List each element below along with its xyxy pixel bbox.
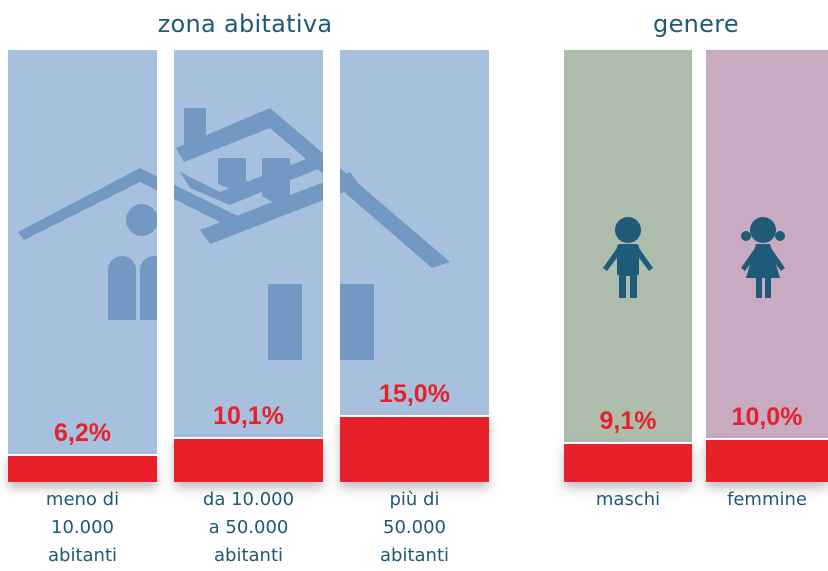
bar xyxy=(706,438,828,483)
column-holder: 9,1% xyxy=(564,50,692,482)
category-label: maschi xyxy=(564,486,692,514)
bar xyxy=(564,442,692,482)
bar xyxy=(174,437,323,482)
column-holder: 10,1% xyxy=(174,50,323,482)
value-label: 10,1% xyxy=(174,402,323,431)
panel-title: zona abitativa xyxy=(95,10,395,38)
bar xyxy=(8,454,157,482)
value-label: 10,0% xyxy=(706,403,828,432)
bar xyxy=(340,415,489,482)
value-label: 6,2% xyxy=(8,419,157,448)
category-label: meno di 10.000 abitanti xyxy=(8,486,157,570)
category-label: femmine xyxy=(706,486,828,514)
category-label: più di 50.000 abitanti xyxy=(340,486,489,570)
category-label: da 10.000 a 50.000 abitanti xyxy=(174,486,323,570)
infographic: 6,2% 10,1% 15,0% 9,1% 10,0% zona abitativa me… xyxy=(0,0,828,571)
panel-title: genere xyxy=(546,10,828,38)
value-label: 9,1% xyxy=(564,407,692,436)
value-label: 15,0% xyxy=(340,380,489,409)
column-holder: 15,0% xyxy=(340,50,489,482)
column-holder: 6,2% xyxy=(8,50,157,482)
column-holder: 10,0% xyxy=(706,50,828,482)
